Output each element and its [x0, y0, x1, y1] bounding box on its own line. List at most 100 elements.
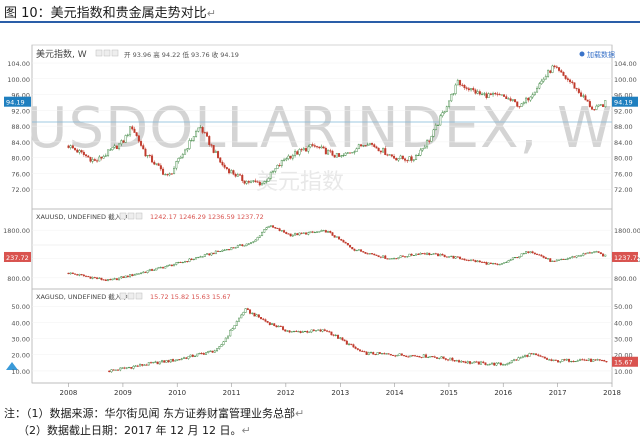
xag-candle-body: [114, 369, 117, 371]
xau-candle-body: [368, 253, 371, 255]
usdx-candle-body: [423, 146, 426, 149]
xag-candle-body: [359, 349, 362, 352]
usdx-candle-body: [448, 100, 451, 107]
xau-candle-body: [316, 231, 319, 233]
usdx-candle-body: [379, 150, 382, 153]
xau-candle-body: [76, 274, 79, 276]
xau-candle-body: [496, 263, 499, 265]
xag-candle-body: [378, 352, 381, 354]
xau-candle-body: [604, 254, 607, 257]
xau-candle-body: [274, 227, 277, 229]
xag-candle-body: [262, 318, 265, 320]
xau-candle-body: [104, 279, 107, 281]
usdx-ytick-label-right: 100.00: [614, 76, 637, 84]
xau-candle-body: [467, 259, 470, 261]
usdx-candle-body: [580, 92, 583, 97]
xag-candle-body: [493, 362, 496, 366]
xau-tool-3[interactable]: [135, 212, 143, 220]
xag-candle-body: [361, 350, 364, 352]
xau-candle-body: [454, 256, 457, 259]
xau-candle-body: [485, 262, 488, 265]
xau-candle-body: [516, 257, 519, 259]
xag-candle-body: [152, 361, 155, 364]
xau-candle-body: [498, 264, 501, 266]
usdx-candle-body: [71, 145, 74, 149]
usdx-candle-body: [225, 167, 228, 170]
usdx-candle-body: [78, 150, 81, 153]
xag-candle-body: [174, 360, 177, 362]
usdx-candle-body: [395, 158, 398, 161]
usdx-ytick-label-left: 96.00: [11, 92, 30, 100]
xag-candle-body: [438, 357, 441, 359]
usdx-candle-body: [441, 112, 444, 117]
usdx-candle-body: [208, 136, 211, 145]
usdx-candle-body: [250, 180, 253, 183]
xag-toolbox[interactable]: [119, 292, 143, 300]
xag-candle-body: [420, 356, 423, 358]
xau-candle-body: [555, 259, 558, 262]
xag-candle-body: [121, 367, 124, 369]
xau-ytick-label-left: 800.00: [7, 275, 30, 283]
xag-candle-body: [504, 364, 507, 366]
usdx-tool-3[interactable]: [111, 49, 119, 57]
xag-candle-body: [229, 329, 232, 337]
usdx-candle-body: [560, 70, 563, 73]
xag-ytick-label-left: 10.00: [11, 368, 30, 376]
xag-candle-body: [418, 356, 421, 358]
xau-candle-body: [507, 260, 510, 263]
usdx-candle-body: [505, 96, 508, 99]
xau-candle-body: [335, 236, 338, 238]
xag-tool-3[interactable]: [135, 292, 143, 300]
usdx-candle-body: [232, 170, 235, 175]
xag-candle-body: [510, 360, 513, 363]
x-tick-label: 2016: [494, 389, 512, 397]
xau-candle-body: [230, 247, 233, 251]
xau-candle-body: [450, 255, 453, 257]
xau-tool-1[interactable]: [119, 212, 127, 220]
usdx-candle-body: [272, 171, 275, 173]
xag-candle-body: [207, 351, 210, 353]
usdx-tool-2[interactable]: [103, 49, 111, 57]
xau-toolbox[interactable]: [119, 212, 143, 220]
xau-candle-body: [179, 261, 182, 263]
usdx-candle-body: [540, 80, 543, 85]
usdx-candle-body: [331, 150, 334, 156]
xau-candle-body: [586, 252, 589, 254]
xau-candle-body: [538, 254, 541, 256]
xau-candle-body: [285, 232, 288, 234]
xau-candle-body: [408, 253, 411, 257]
xag-candle-body: [587, 358, 590, 361]
xau-candle-body: [377, 255, 380, 258]
usdx-tool-1[interactable]: [95, 49, 103, 57]
xag-candle-body: [381, 353, 384, 355]
xau-candle-body: [184, 261, 187, 263]
xag-candle-body: [532, 353, 535, 355]
usdx-candle-body: [322, 146, 325, 149]
xau-candle-body: [166, 265, 169, 267]
xau-candle-body: [164, 266, 167, 269]
add-data-control[interactable]: 加载数据: [579, 50, 616, 59]
xau-tool-2[interactable]: [127, 212, 135, 220]
xau-candle-body: [155, 267, 158, 271]
add-data-label[interactable]: 加载数据: [587, 50, 615, 59]
chart-logo: [6, 362, 18, 370]
xag-tool-1[interactable]: [119, 292, 127, 300]
usdx-ytick-label-right: 72.00: [614, 186, 633, 194]
xau-candle-body: [522, 253, 525, 255]
xau-candle-body: [122, 276, 125, 279]
xau-candle-body: [324, 230, 327, 233]
xau-candle-body: [197, 256, 200, 258]
xau-candle-body: [113, 278, 116, 280]
usdx-candle-body: [571, 81, 574, 83]
usdx-candle-body: [566, 78, 569, 81]
xau-candle-body: [91, 277, 94, 279]
xag-candle-body: [543, 356, 546, 359]
usdx-candle-body: [518, 106, 521, 108]
xag-candle-body: [528, 353, 531, 357]
xag-candle-body: [255, 314, 258, 317]
usdx-toolbox[interactable]: [95, 49, 119, 57]
xau-candle-body: [564, 258, 567, 260]
usdx-candle-body: [357, 144, 360, 149]
xag-tool-2[interactable]: [127, 292, 135, 300]
usdx-last-value-label-left: 94.19: [6, 99, 25, 107]
